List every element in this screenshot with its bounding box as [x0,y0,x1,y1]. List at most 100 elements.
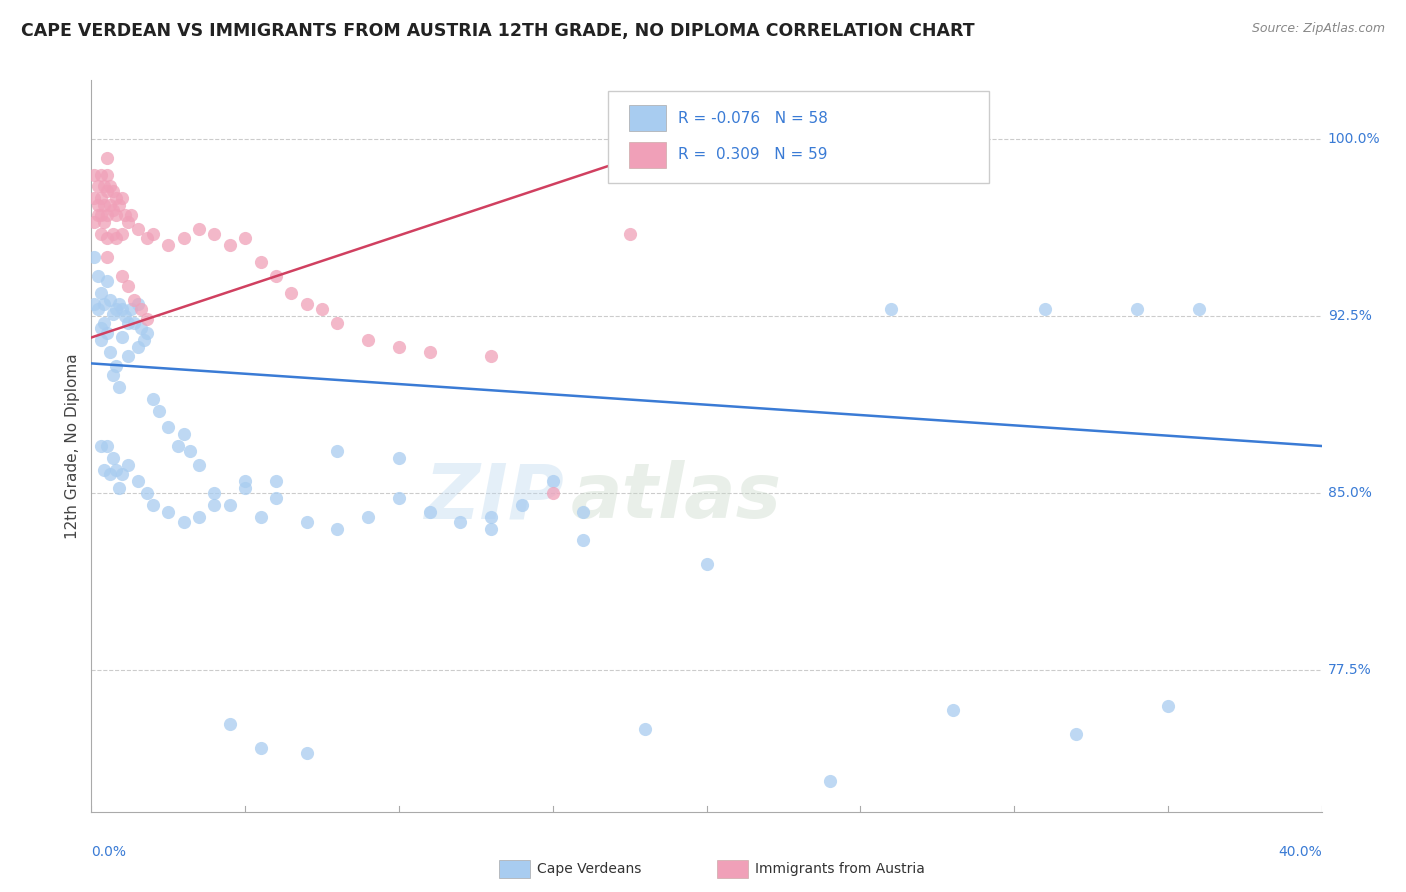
Point [135,486,157,500]
Point [111,269,134,284]
Text: 100.0%: 100.0% [1327,132,1381,146]
Text: atlas: atlas [571,460,782,534]
Point [166,439,188,453]
Point [357,509,380,524]
Point [479,522,502,536]
Point [101,202,124,217]
Point [108,482,131,496]
Point [541,486,564,500]
Point [117,458,139,472]
Point [572,533,595,548]
Point [105,462,127,476]
Point [117,316,139,330]
Point [96,168,118,182]
Point [86,208,108,222]
Point [90,285,112,300]
Point [326,316,349,330]
Text: CAPE VERDEAN VS IMMIGRANTS FROM AUSTRIA 12TH GRADE, NO DIPLOMA CORRELATION CHART: CAPE VERDEAN VS IMMIGRANTS FROM AUSTRIA … [21,22,974,40]
Point [233,482,256,496]
Point [188,458,211,472]
Point [98,293,121,307]
Point [173,427,195,442]
Point [101,184,124,198]
Point [449,515,471,529]
Point [117,215,139,229]
Point [249,509,271,524]
Point [105,302,127,317]
Text: 85.0%: 85.0% [1327,486,1372,500]
Point [98,467,121,482]
Point [280,285,302,300]
Point [96,250,118,264]
Point [93,316,115,330]
Point [157,238,180,252]
Point [105,191,127,205]
Point [295,515,318,529]
Point [83,250,105,264]
Point [108,297,131,311]
Point [98,179,121,194]
Point [129,302,152,317]
Point [419,505,441,519]
Point [127,222,149,236]
Point [86,179,108,194]
Point [120,302,142,317]
Point [479,509,502,524]
Point [1033,302,1056,317]
Bar [628,142,666,168]
Point [1187,302,1209,317]
Point [135,231,157,245]
Point [388,491,411,505]
Point [572,505,595,519]
Point [96,274,118,288]
Point [541,475,564,489]
Point [101,227,124,241]
Point [249,255,271,269]
Point [101,450,124,465]
Point [96,184,118,198]
Point [127,475,149,489]
Point [90,168,112,182]
Point [108,198,131,212]
Bar [628,105,666,131]
Point [157,420,180,434]
Point [90,333,112,347]
Point [105,231,127,245]
Point [96,151,118,165]
Point [264,491,287,505]
Point [96,208,118,222]
Point [326,443,349,458]
Point [479,349,502,363]
Point [135,311,157,326]
Point [942,703,965,717]
Point [696,557,718,571]
Point [148,403,170,417]
Point [388,450,411,465]
Text: R = -0.076   N = 58: R = -0.076 N = 58 [678,111,828,126]
Point [818,774,841,789]
Point [142,227,165,241]
Point [173,515,195,529]
Point [90,227,112,241]
Text: ZIP: ZIP [425,460,565,534]
Point [120,208,142,222]
Point [114,208,136,222]
Point [117,349,139,363]
Point [98,198,121,212]
Text: Cape Verdeans: Cape Verdeans [537,862,641,876]
Point [90,321,112,335]
Point [129,321,152,335]
Point [634,722,657,736]
Point [124,316,146,330]
Point [173,231,195,245]
Point [111,227,134,241]
Point [510,498,533,512]
Point [93,215,115,229]
Y-axis label: 12th Grade, No Diploma: 12th Grade, No Diploma [65,353,80,539]
Point [93,179,115,194]
Text: Source: ZipAtlas.com: Source: ZipAtlas.com [1251,22,1385,36]
Point [142,498,165,512]
Point [101,368,124,383]
Text: R =  0.309   N = 59: R = 0.309 N = 59 [678,147,828,162]
Point [218,238,240,252]
